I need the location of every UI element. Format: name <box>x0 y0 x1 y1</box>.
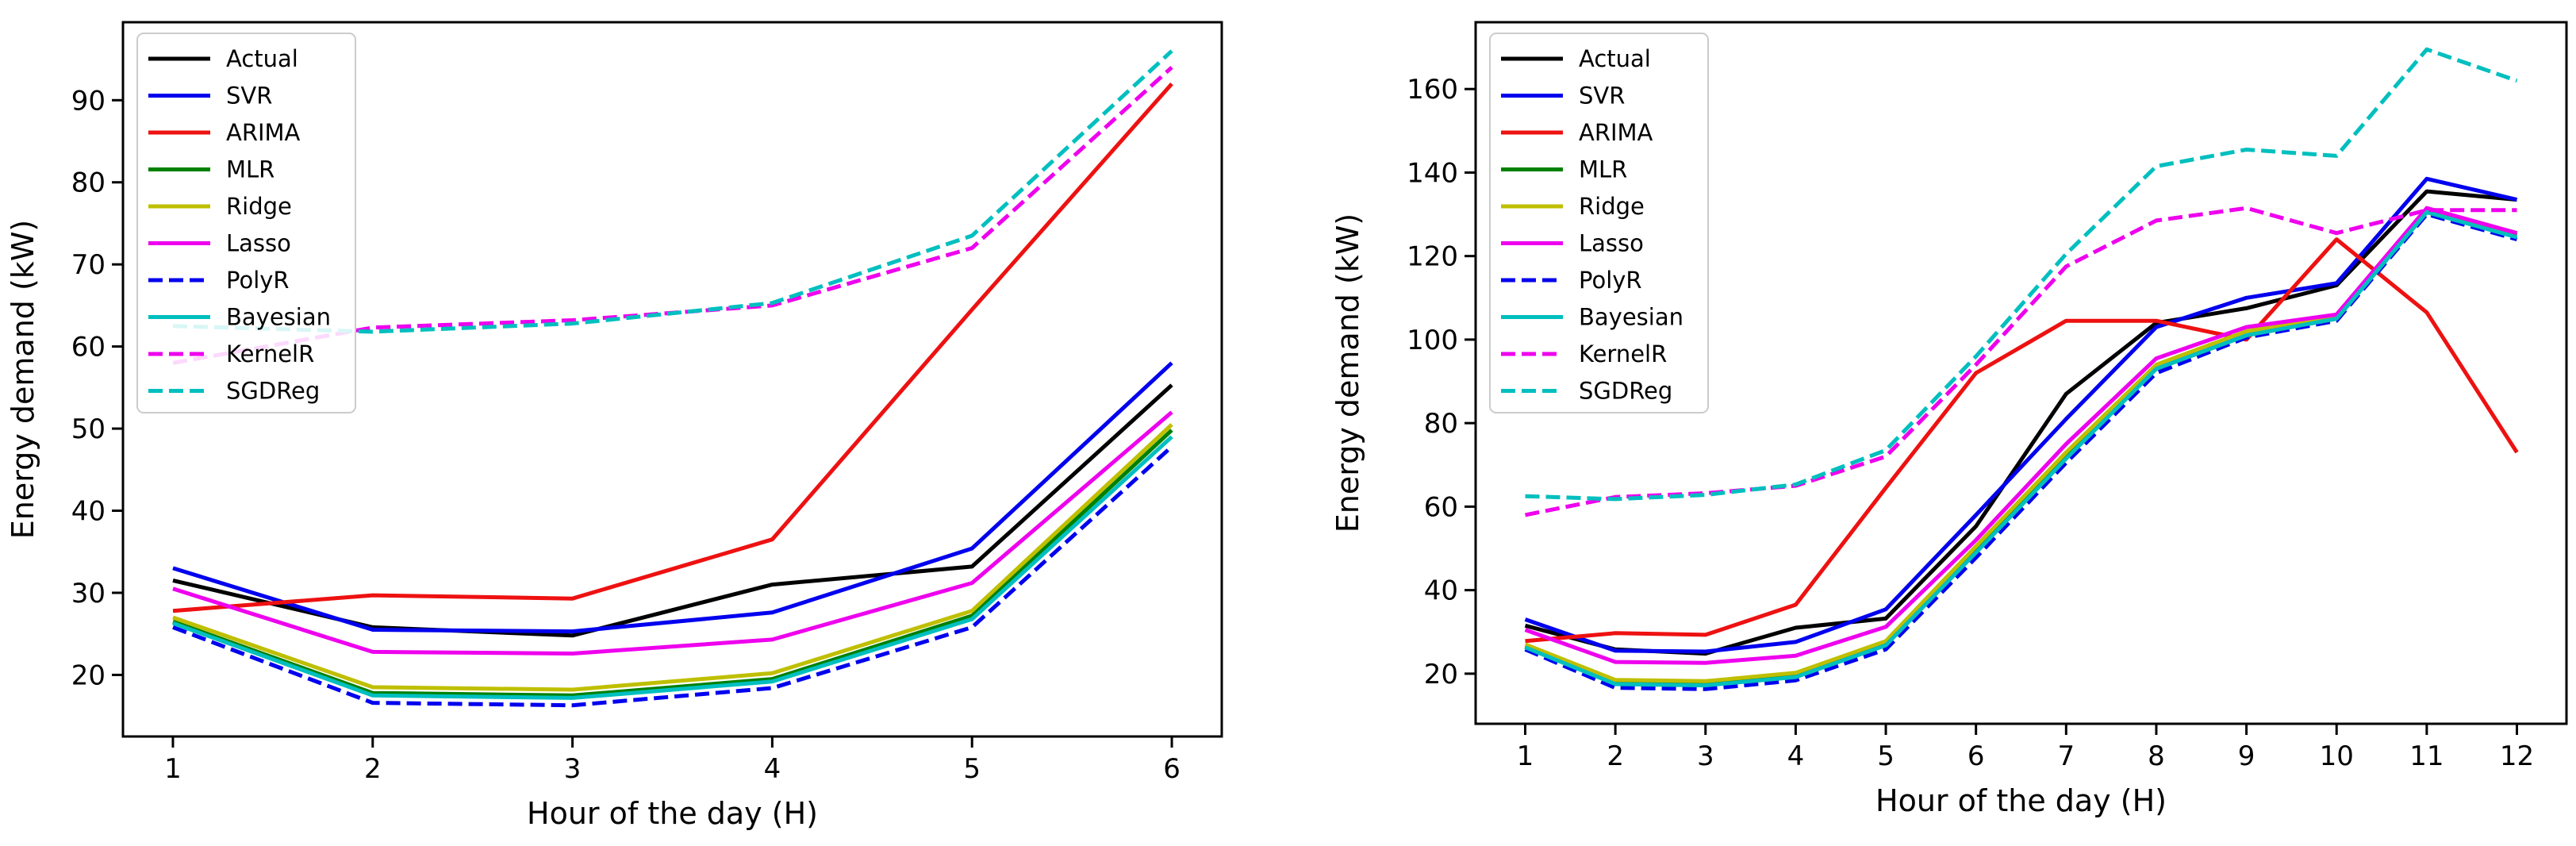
x-tick-label: 5 <box>1877 740 1895 772</box>
x-tick-label: 3 <box>564 753 582 785</box>
legend-label-kernelr: KernelR <box>226 340 314 367</box>
legend: Actual SVR ARIMA MLR Ridge Lasso PolyR Bayesian… <box>136 33 356 413</box>
y-tick-label: 50 <box>71 413 106 445</box>
y-tick-label: 30 <box>71 578 106 610</box>
x-tick-label: 9 <box>2238 740 2255 772</box>
legend-label-arima: ARIMA <box>226 119 301 146</box>
legend-label-ridge: Ridge <box>226 193 292 220</box>
chart-left: 1 2 3 4 5 6 20 30 40 50 60 70 80 90 Hour of the day (H… <box>6 21 1223 831</box>
x-tick-label: 5 <box>963 753 981 785</box>
axes-frame <box>1474 21 2568 725</box>
legend-label-sgdreg: SGDReg <box>1579 378 1672 405</box>
legend-label-svr: SVR <box>226 83 272 110</box>
x-tick-label: 4 <box>764 753 781 785</box>
y-tick-label: 140 <box>1407 157 1458 189</box>
series-line-sgdreg <box>1525 47 2518 502</box>
legend-label-ridge: Ridge <box>1579 193 1645 220</box>
legend-label-polyr: PolyR <box>226 267 290 294</box>
x-tick-label: 10 <box>2320 740 2354 772</box>
legend-label-polyr: PolyR <box>1579 267 1642 294</box>
legend-label-lasso: Lasso <box>1579 230 1644 257</box>
x-tick-label: 1 <box>164 753 182 785</box>
y-tick-label: 70 <box>71 249 106 281</box>
legend-label-svr: SVR <box>1579 83 1625 110</box>
plot-area <box>172 49 1173 708</box>
series-line-lasso <box>1524 206 2518 665</box>
y-tick-label: 80 <box>71 167 106 199</box>
x-axis-label: Hour of the day (H) <box>1875 783 2167 818</box>
series-line-arima <box>1525 237 2519 644</box>
x-tick-label: 4 <box>1787 740 1805 772</box>
y-tick-label: 20 <box>71 659 106 691</box>
y-tick-label: 60 <box>71 332 106 363</box>
y-tick-label: 90 <box>71 85 106 117</box>
x-tick-label: 12 <box>2500 740 2534 772</box>
legend-label-bayesian: Bayesian <box>226 304 331 331</box>
y-axis-label: Energy demand (kW) <box>1330 213 1365 533</box>
x-tick-label: 2 <box>364 753 382 785</box>
chart-right: 1 2 3 4 5 6 7 8 9 10 11 1220406080100120140160Hour … <box>1330 21 2568 818</box>
x-tick-label: 6 <box>1163 753 1181 785</box>
y-tick-label: 120 <box>1407 241 1458 273</box>
x-tick-label: 11 <box>2409 740 2444 772</box>
x-tick-label: 3 <box>1697 740 1714 772</box>
plot-area <box>1524 47 2519 691</box>
axes-frame <box>121 21 1223 738</box>
legend: Actual SVR ARIMA MLR Ridge Lasso PolyR Bayesian… <box>1489 33 1709 413</box>
legend-label-actual: Actual <box>226 45 298 72</box>
y-tick-label: 160 <box>1407 74 1458 106</box>
y-tick-label: 100 <box>1407 325 1458 356</box>
y-tick-label: 80 <box>1424 408 1458 440</box>
series-line-arima <box>172 82 1173 613</box>
x-tick-label: 1 <box>1517 740 1534 772</box>
series-line-bayesian <box>172 435 1173 700</box>
legend-label-mlr: MLR <box>226 156 274 183</box>
legend-label-bayesian: Bayesian <box>1579 304 1683 331</box>
series-line-svr <box>172 361 1173 634</box>
y-tick-label: 40 <box>1424 575 1458 607</box>
series-line-ridge <box>172 423 1173 692</box>
y-tick-label: 60 <box>1424 491 1458 523</box>
legend-label-lasso: Lasso <box>226 230 291 257</box>
x-axis-label: Hour of the day (H) <box>527 796 818 831</box>
legend-label-actual: Actual <box>1579 45 1651 72</box>
y-tick-label: 20 <box>1424 659 1458 690</box>
series-line-lasso <box>172 410 1173 656</box>
x-tick-label: 8 <box>2148 740 2165 772</box>
series-line-polyr <box>172 444 1173 708</box>
legend-label-kernelr: KernelR <box>1579 340 1667 367</box>
x-tick-label: 7 <box>2057 740 2075 772</box>
series-line-bayesian <box>1524 210 2518 688</box>
x-tick-label: 6 <box>1968 740 1985 772</box>
legend-label-arima: ARIMA <box>1579 119 1653 146</box>
series-line-svr <box>1524 176 2518 654</box>
x-tick-label: 2 <box>1607 740 1624 772</box>
legend-label-mlr: MLR <box>1579 156 1627 183</box>
legend-label-sgdreg: SGDReg <box>226 378 320 405</box>
y-tick-label: 40 <box>71 496 106 528</box>
y-axis-label: Energy demand (kW) <box>6 220 40 539</box>
series-line-mlr <box>172 429 1173 698</box>
